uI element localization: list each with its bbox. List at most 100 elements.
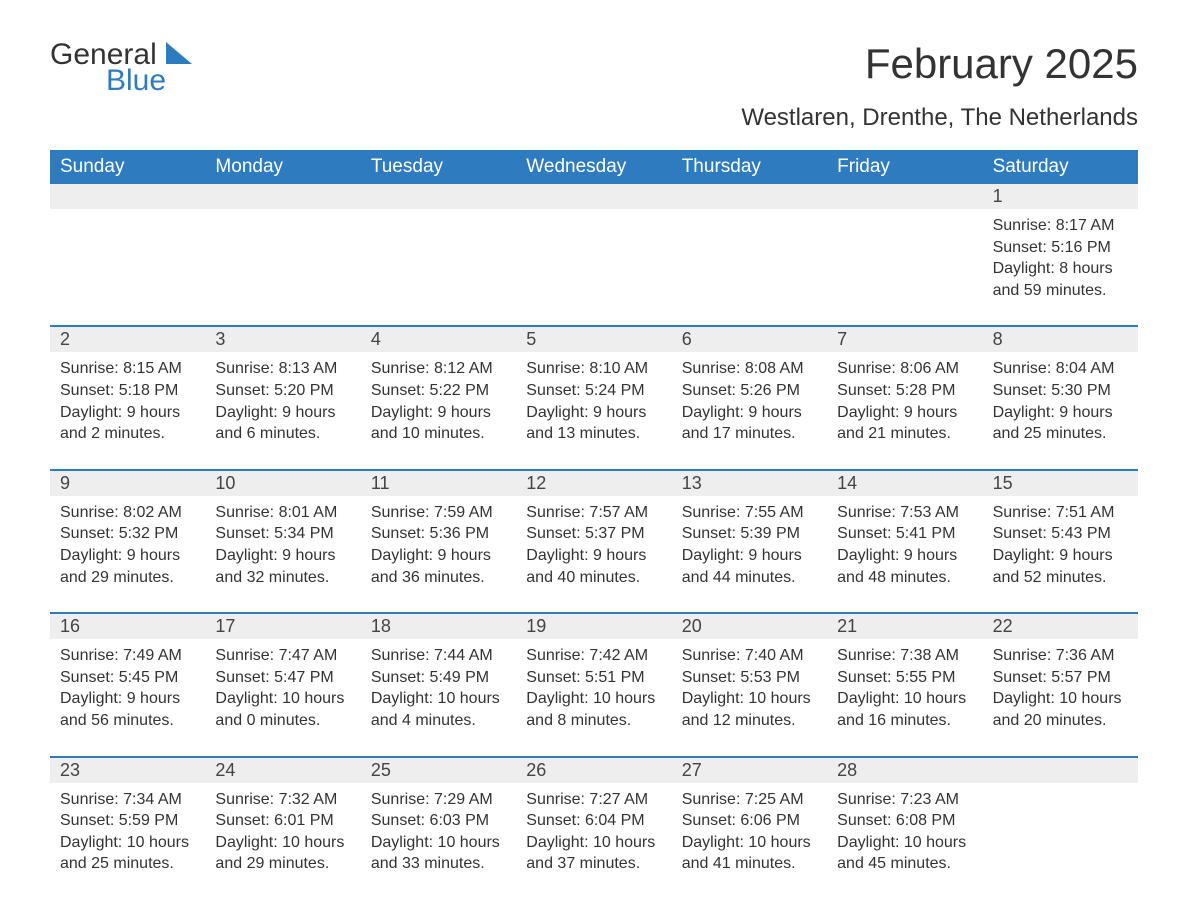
sunset-line: Sunset: 5:36 PM bbox=[371, 523, 506, 545]
sunset-line: Sunset: 6:04 PM bbox=[526, 810, 661, 832]
sunset-line: Sunset: 6:06 PM bbox=[682, 810, 817, 832]
dow-cell: Monday bbox=[205, 150, 360, 184]
day-cell: Sunrise: 7:57 AMSunset: 5:37 PMDaylight:… bbox=[516, 496, 671, 598]
sunrise-line: Sunrise: 8:17 AM bbox=[993, 215, 1128, 237]
day-cell: Sunrise: 8:10 AMSunset: 5:24 PMDaylight:… bbox=[516, 352, 671, 454]
sunset-line: Sunset: 6:03 PM bbox=[371, 810, 506, 832]
sunset-line: Sunset: 5:57 PM bbox=[993, 667, 1128, 689]
location-subtitle: Westlaren, Drenthe, The Netherlands bbox=[50, 104, 1138, 132]
day-cell: Sunrise: 7:34 AMSunset: 5:59 PMDaylight:… bbox=[50, 783, 205, 885]
calendar-week: 2345678Sunrise: 8:15 AMSunset: 5:18 PMDa… bbox=[50, 325, 1138, 454]
day-number bbox=[50, 184, 205, 209]
sunset-line: Sunset: 5:45 PM bbox=[60, 667, 195, 689]
sunrise-line: Sunrise: 7:40 AM bbox=[682, 645, 817, 667]
sunrise-line: Sunrise: 7:49 AM bbox=[60, 645, 195, 667]
day-number: 5 bbox=[516, 327, 671, 352]
sunrise-line: Sunrise: 7:59 AM bbox=[371, 502, 506, 524]
sunrise-line: Sunrise: 8:08 AM bbox=[682, 358, 817, 380]
day-number: 9 bbox=[50, 471, 205, 496]
calendar-week: 232425262728Sunrise: 7:34 AMSunset: 5:59… bbox=[50, 756, 1138, 885]
daylight-line: Daylight: 10 hours and 4 minutes. bbox=[371, 688, 506, 731]
sunrise-line: Sunrise: 7:53 AM bbox=[837, 502, 972, 524]
sunrise-line: Sunrise: 7:27 AM bbox=[526, 789, 661, 811]
dow-cell: Wednesday bbox=[516, 150, 671, 184]
day-cell: Sunrise: 7:25 AMSunset: 6:06 PMDaylight:… bbox=[672, 783, 827, 885]
daynum-row: 232425262728 bbox=[50, 758, 1138, 783]
daylight-line: Daylight: 9 hours and 17 minutes. bbox=[682, 402, 817, 445]
day-number: 19 bbox=[516, 614, 671, 639]
dow-cell: Thursday bbox=[672, 150, 827, 184]
sunset-line: Sunset: 5:26 PM bbox=[682, 380, 817, 402]
daylight-line: Daylight: 9 hours and 32 minutes. bbox=[215, 545, 350, 588]
day-cell: Sunrise: 7:29 AMSunset: 6:03 PMDaylight:… bbox=[361, 783, 516, 885]
sunrise-line: Sunrise: 8:10 AM bbox=[526, 358, 661, 380]
sunset-line: Sunset: 5:32 PM bbox=[60, 523, 195, 545]
day-number: 18 bbox=[361, 614, 516, 639]
sunrise-line: Sunrise: 8:04 AM bbox=[993, 358, 1128, 380]
sunrise-line: Sunrise: 8:02 AM bbox=[60, 502, 195, 524]
day-number: 7 bbox=[827, 327, 982, 352]
sunset-line: Sunset: 5:24 PM bbox=[526, 380, 661, 402]
daylight-line: Daylight: 9 hours and 13 minutes. bbox=[526, 402, 661, 445]
sunrise-line: Sunrise: 8:12 AM bbox=[371, 358, 506, 380]
day-cell: Sunrise: 7:55 AMSunset: 5:39 PMDaylight:… bbox=[672, 496, 827, 598]
sunset-line: Sunset: 5:59 PM bbox=[60, 810, 195, 832]
brand-line2: Blue bbox=[106, 64, 166, 98]
daylight-line: Daylight: 10 hours and 41 minutes. bbox=[682, 832, 817, 875]
day-cell: Sunrise: 8:01 AMSunset: 5:34 PMDaylight:… bbox=[205, 496, 360, 598]
day-cell: Sunrise: 7:59 AMSunset: 5:36 PMDaylight:… bbox=[361, 496, 516, 598]
day-cell: Sunrise: 7:53 AMSunset: 5:41 PMDaylight:… bbox=[827, 496, 982, 598]
sunrise-line: Sunrise: 7:32 AM bbox=[215, 789, 350, 811]
sunrise-line: Sunrise: 7:44 AM bbox=[371, 645, 506, 667]
day-number: 3 bbox=[205, 327, 360, 352]
dow-cell: Tuesday bbox=[361, 150, 516, 184]
sunset-line: Sunset: 5:41 PM bbox=[837, 523, 972, 545]
sunset-line: Sunset: 6:08 PM bbox=[837, 810, 972, 832]
day-cell: Sunrise: 8:15 AMSunset: 5:18 PMDaylight:… bbox=[50, 352, 205, 454]
day-number: 8 bbox=[983, 327, 1138, 352]
day-cell: Sunrise: 7:32 AMSunset: 6:01 PMDaylight:… bbox=[205, 783, 360, 885]
daylight-line: Daylight: 9 hours and 6 minutes. bbox=[215, 402, 350, 445]
sunrise-line: Sunrise: 7:51 AM bbox=[993, 502, 1128, 524]
daylight-line: Daylight: 9 hours and 29 minutes. bbox=[60, 545, 195, 588]
daylight-line: Daylight: 10 hours and 25 minutes. bbox=[60, 832, 195, 875]
daylight-line: Daylight: 10 hours and 8 minutes. bbox=[526, 688, 661, 731]
day-number bbox=[672, 184, 827, 209]
sunset-line: Sunset: 5:43 PM bbox=[993, 523, 1128, 545]
sunrise-line: Sunrise: 7:47 AM bbox=[215, 645, 350, 667]
day-number: 21 bbox=[827, 614, 982, 639]
sunset-line: Sunset: 5:55 PM bbox=[837, 667, 972, 689]
daylight-line: Daylight: 9 hours and 44 minutes. bbox=[682, 545, 817, 588]
sunrise-line: Sunrise: 8:13 AM bbox=[215, 358, 350, 380]
day-number bbox=[361, 184, 516, 209]
day-number bbox=[983, 758, 1138, 783]
sunset-line: Sunset: 5:28 PM bbox=[837, 380, 972, 402]
daylight-line: Daylight: 9 hours and 25 minutes. bbox=[993, 402, 1128, 445]
day-cell: Sunrise: 7:38 AMSunset: 5:55 PMDaylight:… bbox=[827, 639, 982, 741]
sunrise-line: Sunrise: 7:29 AM bbox=[371, 789, 506, 811]
day-cell bbox=[516, 209, 671, 311]
day-cell: Sunrise: 7:44 AMSunset: 5:49 PMDaylight:… bbox=[361, 639, 516, 741]
brand-text-block: General Blue bbox=[50, 40, 166, 98]
daylight-line: Daylight: 10 hours and 29 minutes. bbox=[215, 832, 350, 875]
daylight-line: Daylight: 8 hours and 59 minutes. bbox=[993, 258, 1128, 301]
daylight-line: Daylight: 9 hours and 10 minutes. bbox=[371, 402, 506, 445]
day-number: 2 bbox=[50, 327, 205, 352]
sunset-line: Sunset: 5:16 PM bbox=[993, 237, 1128, 259]
day-cell: Sunrise: 8:12 AMSunset: 5:22 PMDaylight:… bbox=[361, 352, 516, 454]
daylight-line: Daylight: 10 hours and 37 minutes. bbox=[526, 832, 661, 875]
daylight-line: Daylight: 9 hours and 21 minutes. bbox=[837, 402, 972, 445]
sunrise-line: Sunrise: 7:55 AM bbox=[682, 502, 817, 524]
sunrise-line: Sunrise: 7:57 AM bbox=[526, 502, 661, 524]
daylight-line: Daylight: 10 hours and 20 minutes. bbox=[993, 688, 1128, 731]
day-cell: Sunrise: 7:27 AMSunset: 6:04 PMDaylight:… bbox=[516, 783, 671, 885]
day-number: 1 bbox=[983, 184, 1138, 209]
daylight-line: Daylight: 9 hours and 56 minutes. bbox=[60, 688, 195, 731]
sunrise-line: Sunrise: 7:42 AM bbox=[526, 645, 661, 667]
day-cell bbox=[50, 209, 205, 311]
day-cell: Sunrise: 7:51 AMSunset: 5:43 PMDaylight:… bbox=[983, 496, 1138, 598]
calendar: SundayMondayTuesdayWednesdayThursdayFrid… bbox=[50, 150, 1138, 885]
sunset-line: Sunset: 5:39 PM bbox=[682, 523, 817, 545]
daylight-line: Daylight: 10 hours and 0 minutes. bbox=[215, 688, 350, 731]
day-number: 4 bbox=[361, 327, 516, 352]
